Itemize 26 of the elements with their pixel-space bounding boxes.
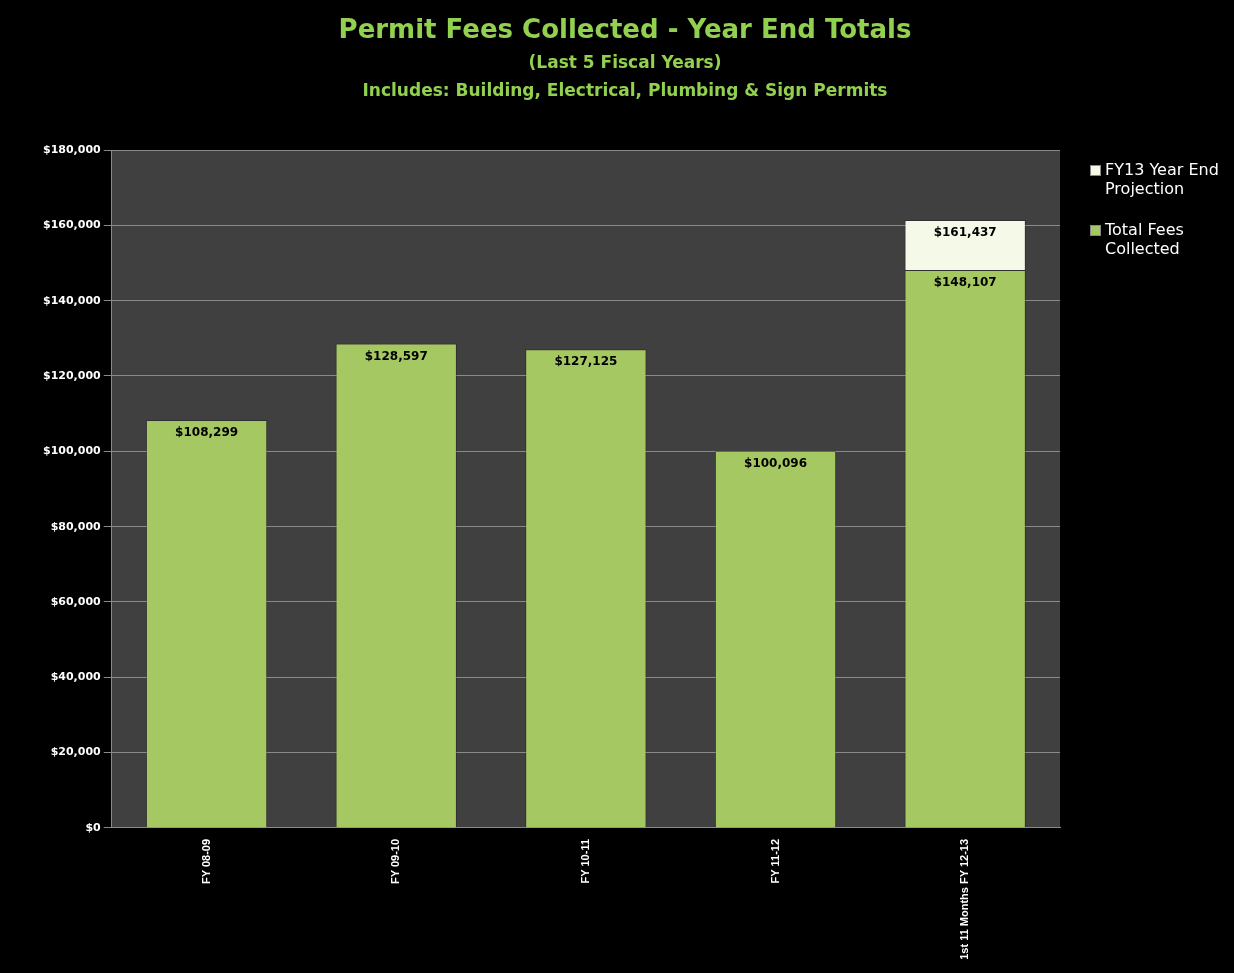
text: Includes: Building, Electrical, Plumbing & Sign Permits	[361, 80, 889, 100]
y-tick-label: $140,000	[42, 293, 102, 307]
data-label: $108,299	[175, 425, 239, 440]
y-tick-label: $120,000	[42, 368, 102, 382]
chart-title: Permit Fees Collected - Year End Totals	[337, 14, 913, 44]
y-tick-label: $40,000	[50, 670, 102, 684]
data-label: $127,125	[554, 354, 618, 369]
y-tick-label: $60,000	[50, 594, 102, 608]
x-tick-label: FY 11-12	[768, 838, 781, 884]
x-tick-label: FY 08-09	[199, 838, 212, 885]
data-label: $100,096	[744, 456, 808, 471]
y-tick-label: $180,000	[42, 142, 102, 156]
y-tick-label: $0	[85, 820, 102, 834]
legend-label: Total Fees Collected	[1105, 220, 1185, 258]
chart-subtitle: (Last 5 Fiscal Years)	[527, 52, 723, 72]
x-tick-label: 1st 11 Months FY 12-13	[958, 838, 971, 960]
y-tick-label: $100,000	[42, 444, 102, 458]
y-tick-label: $80,000	[50, 519, 102, 533]
total-label: $161,437	[933, 225, 997, 240]
x-tick-label: FY 09-10	[389, 838, 402, 885]
y-tick-label: $160,000	[42, 218, 102, 232]
data-label: $128,597	[364, 348, 428, 363]
y-tick-label: $20,000	[50, 745, 102, 759]
legend-label: FY13 Year End Projection	[1105, 160, 1220, 198]
data-label: $148,107	[933, 275, 997, 290]
x-tick-label: FY 10-11	[578, 838, 591, 884]
